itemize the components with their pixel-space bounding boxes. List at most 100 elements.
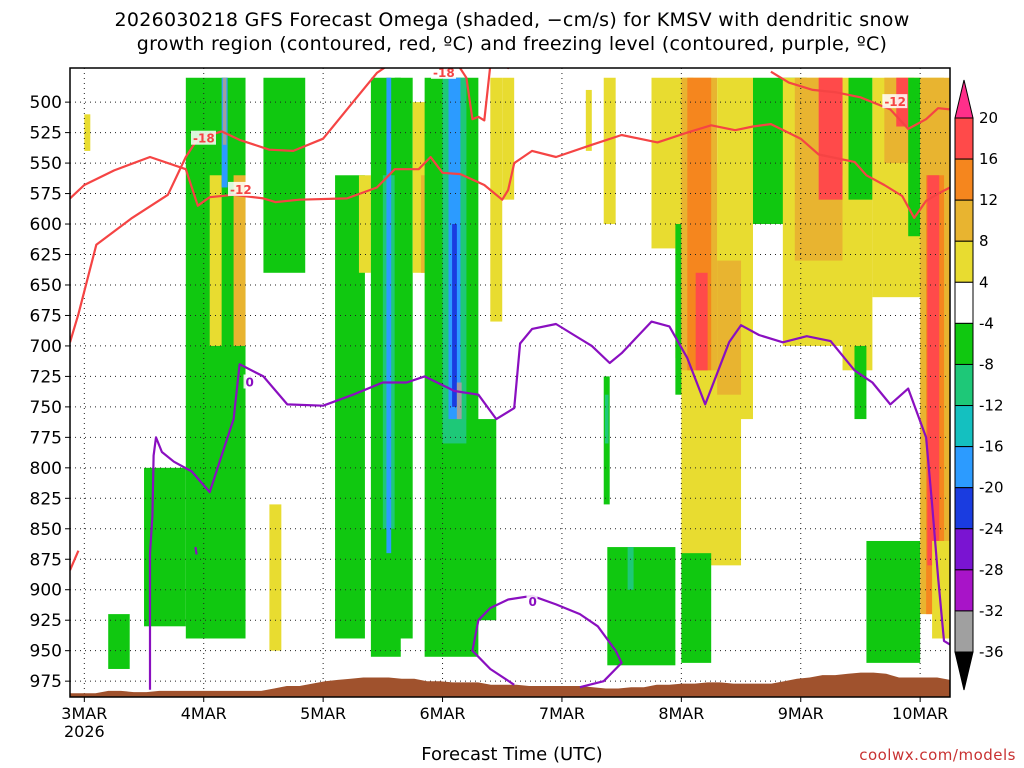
freezing-label-1: 0 — [529, 595, 537, 609]
freezing-contour-1 — [471, 594, 623, 689]
freezing-label-bg-0 — [243, 374, 255, 389]
dendritic-contour-3 — [770, 70, 950, 130]
freezing-contour-2 — [194, 546, 198, 555]
colorbar-box-13 — [954, 610, 974, 653]
y-tick-label-600: 600 — [30, 215, 62, 235]
omega-region-3 — [185, 77, 246, 639]
x-tick-label-8MAR: 8MAR — [658, 704, 704, 723]
x-axis-label: Forecast Time (UTC) — [421, 744, 603, 765]
omega-region-49 — [866, 540, 921, 663]
colorbar-label--8: -8 — [979, 355, 994, 373]
dendritic-label-0: -18 — [193, 132, 215, 146]
x-tick-label-9MAR: 9MAR — [778, 704, 824, 723]
colorbar-box-6 — [954, 322, 974, 365]
colorbar-box-4 — [954, 240, 974, 283]
chart-title-line-2: growth region (contoured, red, ºC) and f… — [136, 33, 888, 55]
omega-region-29 — [604, 394, 609, 444]
omega-region-26 — [585, 89, 592, 151]
x-tick-label-10MAR: 10MAR — [892, 704, 948, 723]
y-tick-label-625: 625 — [30, 246, 62, 266]
colorbar-box-12 — [954, 569, 974, 612]
omega-region-5 — [233, 175, 246, 346]
omega-region-57 — [932, 540, 950, 639]
y-tick-label-875: 875 — [30, 550, 62, 570]
omega-region-38 — [695, 272, 708, 371]
x-tick-sublabel-3MAR: 2026 — [64, 722, 105, 741]
freezing-contour-0 — [148, 320, 950, 690]
omega-region-56 — [927, 175, 940, 566]
y-tick-label-750: 750 — [30, 398, 62, 418]
chart-title-line-1: 2026030218 GFS Forecast Omega (shaded, −… — [114, 9, 910, 31]
x-tick-label-7MAR: 7MAR — [539, 704, 585, 723]
omega-region-53 — [908, 77, 921, 237]
omega-region-48 — [854, 345, 867, 420]
omega-region-30 — [607, 547, 676, 666]
plot-frame — [69, 67, 951, 698]
y-tick-label-825: 825 — [30, 489, 62, 509]
omega-region-25 — [502, 77, 515, 200]
y-tick-label-525: 525 — [30, 124, 62, 144]
omega-region-1 — [108, 614, 130, 669]
colorbar-label--16: -16 — [979, 438, 1004, 456]
y-tick-label-925: 925 — [30, 611, 62, 631]
colorbar-label-16: 16 — [979, 150, 998, 168]
y-tick-label-650: 650 — [30, 276, 62, 296]
omega-region-31 — [627, 547, 634, 590]
colorbar-label-20: 20 — [979, 109, 998, 127]
colorbar-label--32: -32 — [979, 602, 1004, 620]
colorbar-label-12: 12 — [979, 191, 998, 209]
dendritic-label-3: -12 — [884, 95, 906, 109]
y-tick-label-900: 900 — [30, 581, 62, 601]
credit-link[interactable]: coolwx.com/models — [859, 746, 1016, 764]
y-tick-label-500: 500 — [30, 93, 62, 113]
omega-region-7 — [222, 77, 227, 145]
y-tick-label-775: 775 — [30, 428, 62, 448]
y-tick-label-675: 675 — [30, 306, 62, 326]
y-tick-label-575: 575 — [30, 185, 62, 205]
freezing-label-0: 0 — [246, 376, 254, 390]
omega-region-23 — [466, 419, 497, 621]
y-tick-label-850: 850 — [30, 520, 62, 540]
y-tick-label-725: 725 — [30, 367, 62, 387]
x-tick-label-3MAR: 3MAR — [61, 704, 107, 723]
omega-region-15 — [394, 77, 413, 639]
colorbar-label--24: -24 — [979, 520, 1004, 538]
y-tick-label-950: 950 — [30, 642, 62, 662]
omega-region-27 — [603, 77, 616, 225]
dendritic-label-bg-3 — [882, 94, 908, 109]
freezing-label-bg-1 — [526, 593, 538, 608]
omega-region-47 — [848, 77, 873, 200]
colorbar-label--4: -4 — [979, 314, 994, 332]
dendritic-contour-1 — [442, 68, 510, 122]
dendritic-label-2: -12 — [230, 183, 252, 197]
dendritic-label-bg-2 — [228, 181, 253, 196]
colorbar-box-2 — [954, 158, 974, 201]
y-tick-label-550: 550 — [30, 154, 62, 174]
y-tick-label-700: 700 — [30, 337, 62, 357]
omega-region-21 — [452, 224, 457, 407]
omega-region-8 — [263, 77, 306, 273]
colorbar-label-4: 4 — [979, 273, 989, 291]
colorbar-box-9 — [954, 446, 974, 489]
colorbar-box-11 — [954, 528, 974, 571]
colorbar-box-5 — [954, 281, 974, 324]
colorbar-box-8 — [954, 405, 974, 448]
dendritic-contour-0 — [70, 68, 387, 343]
omega-region-24 — [490, 77, 503, 322]
colorbar-box-3 — [954, 199, 974, 242]
colorbar-box-10 — [954, 487, 974, 530]
omega-region-4 — [209, 175, 222, 346]
omega-region-40 — [717, 260, 742, 395]
dendritic-contour-4 — [70, 550, 80, 571]
omega-region-0 — [84, 114, 91, 151]
colorbar-label--20: -20 — [979, 479, 1004, 497]
terrain-ground — [70, 672, 950, 697]
colorbar-label-8: 8 — [979, 232, 989, 250]
omega-region-14 — [386, 77, 392, 554]
omega-region-41 — [681, 553, 712, 663]
colorbar-label--36: -36 — [979, 643, 1004, 661]
colorbar-box-7 — [954, 363, 974, 407]
y-tick-label-800: 800 — [30, 459, 62, 479]
x-tick-label-5MAR: 5MAR — [300, 704, 346, 723]
